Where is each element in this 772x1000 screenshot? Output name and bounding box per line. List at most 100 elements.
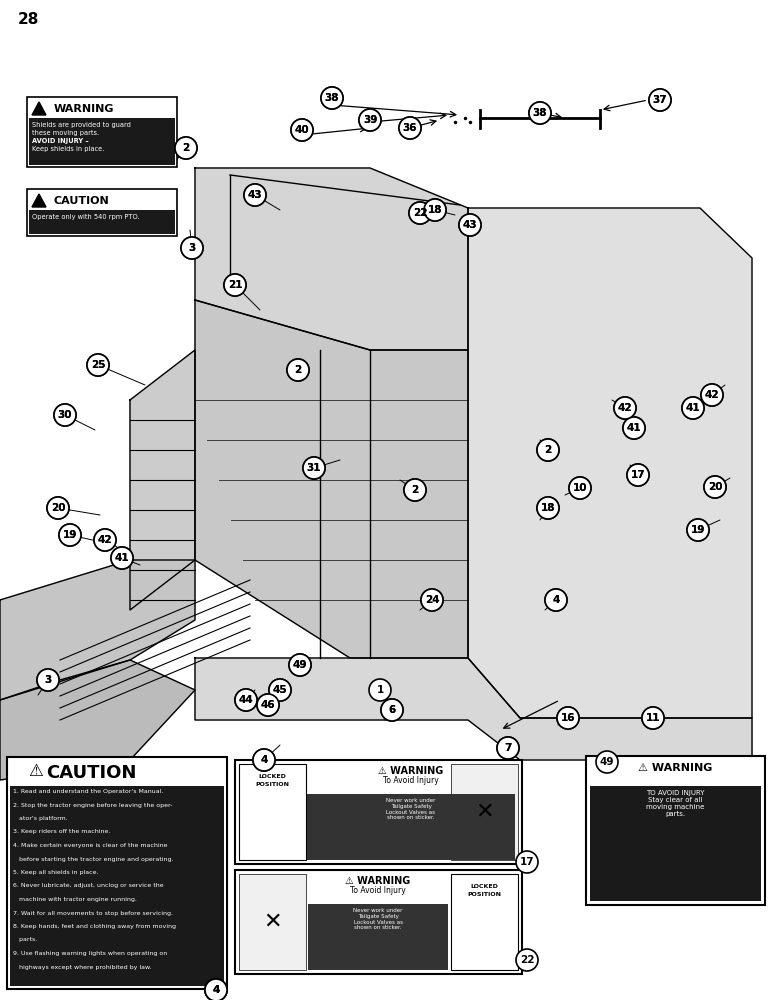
- Text: 41: 41: [115, 553, 130, 563]
- Text: 44: 44: [239, 695, 253, 705]
- Text: 49: 49: [600, 757, 615, 767]
- Text: 10: 10: [573, 483, 587, 493]
- Text: 3: 3: [44, 675, 52, 685]
- Text: 42: 42: [618, 403, 632, 413]
- FancyBboxPatch shape: [29, 210, 175, 234]
- Polygon shape: [468, 208, 752, 718]
- Text: To Avoid Injury: To Avoid Injury: [350, 886, 406, 895]
- Text: 19: 19: [691, 525, 705, 535]
- Text: 31: 31: [306, 463, 321, 473]
- Circle shape: [59, 524, 81, 546]
- FancyBboxPatch shape: [235, 760, 522, 864]
- Text: 2: 2: [182, 143, 190, 153]
- Text: 41: 41: [115, 553, 130, 563]
- Circle shape: [287, 359, 309, 381]
- Circle shape: [94, 529, 116, 551]
- Text: 2: 2: [544, 445, 552, 455]
- Circle shape: [257, 694, 279, 716]
- Text: 18: 18: [428, 205, 442, 215]
- Text: 30: 30: [58, 410, 73, 420]
- Circle shape: [205, 979, 227, 1000]
- Text: 2: 2: [411, 485, 418, 495]
- Circle shape: [649, 89, 671, 111]
- Circle shape: [291, 119, 313, 141]
- Text: 41: 41: [627, 423, 642, 433]
- Circle shape: [627, 464, 649, 486]
- Text: 49: 49: [293, 660, 307, 670]
- Circle shape: [369, 679, 391, 701]
- Circle shape: [287, 359, 309, 381]
- Circle shape: [321, 87, 343, 109]
- Text: Shields are provided to guard: Shields are provided to guard: [32, 122, 131, 128]
- Text: 4: 4: [212, 985, 220, 995]
- Text: 31: 31: [306, 463, 321, 473]
- Polygon shape: [32, 102, 46, 115]
- Text: 38: 38: [325, 93, 339, 103]
- Text: 44: 44: [239, 695, 253, 705]
- Text: 4: 4: [552, 595, 560, 605]
- FancyBboxPatch shape: [235, 870, 522, 974]
- Circle shape: [244, 184, 266, 206]
- Text: 25: 25: [91, 360, 105, 370]
- Circle shape: [537, 439, 559, 461]
- Circle shape: [701, 384, 723, 406]
- Text: 42: 42: [618, 403, 632, 413]
- Circle shape: [235, 689, 257, 711]
- Text: 4: 4: [212, 985, 220, 995]
- Circle shape: [47, 497, 69, 519]
- Circle shape: [94, 529, 116, 551]
- Text: 16: 16: [560, 713, 575, 723]
- Text: 2. Stop the tractor engine before leaving the oper-: 2. Stop the tractor engine before leavin…: [13, 802, 172, 808]
- Text: 1: 1: [377, 685, 384, 695]
- Circle shape: [516, 851, 538, 873]
- Circle shape: [111, 547, 133, 569]
- Circle shape: [381, 699, 403, 721]
- Circle shape: [291, 119, 313, 141]
- Text: 45: 45: [273, 685, 287, 695]
- Text: Never work under
Tailgate Safety
Lockout Valves as
shown on sticker.: Never work under Tailgate Safety Lockout…: [386, 798, 435, 820]
- Circle shape: [687, 519, 709, 541]
- Text: 17: 17: [520, 857, 534, 867]
- FancyBboxPatch shape: [239, 764, 306, 860]
- Circle shape: [321, 87, 343, 109]
- Text: 18: 18: [540, 503, 555, 513]
- FancyBboxPatch shape: [308, 904, 448, 970]
- Circle shape: [614, 397, 636, 419]
- Text: 36: 36: [403, 123, 417, 133]
- Circle shape: [682, 397, 704, 419]
- Circle shape: [87, 354, 109, 376]
- FancyBboxPatch shape: [239, 874, 306, 970]
- Text: highways except where prohibited by law.: highways except where prohibited by law.: [13, 964, 151, 970]
- Circle shape: [687, 519, 709, 541]
- Circle shape: [459, 214, 481, 236]
- Circle shape: [175, 137, 197, 159]
- Circle shape: [47, 497, 69, 519]
- Circle shape: [623, 417, 645, 439]
- Circle shape: [623, 417, 645, 439]
- Text: 7: 7: [504, 743, 512, 753]
- Text: 7: 7: [504, 743, 512, 753]
- Circle shape: [557, 707, 579, 729]
- Text: LOCKED: LOCKED: [259, 774, 286, 779]
- Circle shape: [399, 117, 421, 139]
- Text: 22: 22: [520, 955, 534, 965]
- Circle shape: [537, 497, 559, 519]
- Circle shape: [701, 384, 723, 406]
- Text: POSITION: POSITION: [468, 892, 502, 897]
- Circle shape: [205, 979, 227, 1000]
- Text: 2: 2: [294, 365, 302, 375]
- Text: machine with tractor engine running.: machine with tractor engine running.: [13, 897, 137, 902]
- Text: 11: 11: [645, 713, 660, 723]
- Circle shape: [459, 214, 481, 236]
- Text: 2: 2: [182, 143, 190, 153]
- Text: WARNING: WARNING: [54, 104, 114, 114]
- Circle shape: [303, 457, 325, 479]
- FancyBboxPatch shape: [451, 764, 518, 860]
- Text: 19: 19: [691, 525, 705, 535]
- Text: 24: 24: [425, 595, 439, 605]
- Text: 42: 42: [98, 535, 112, 545]
- Text: 11: 11: [645, 713, 660, 723]
- FancyBboxPatch shape: [29, 118, 175, 165]
- Text: 38: 38: [533, 108, 547, 118]
- Text: 3: 3: [188, 243, 195, 253]
